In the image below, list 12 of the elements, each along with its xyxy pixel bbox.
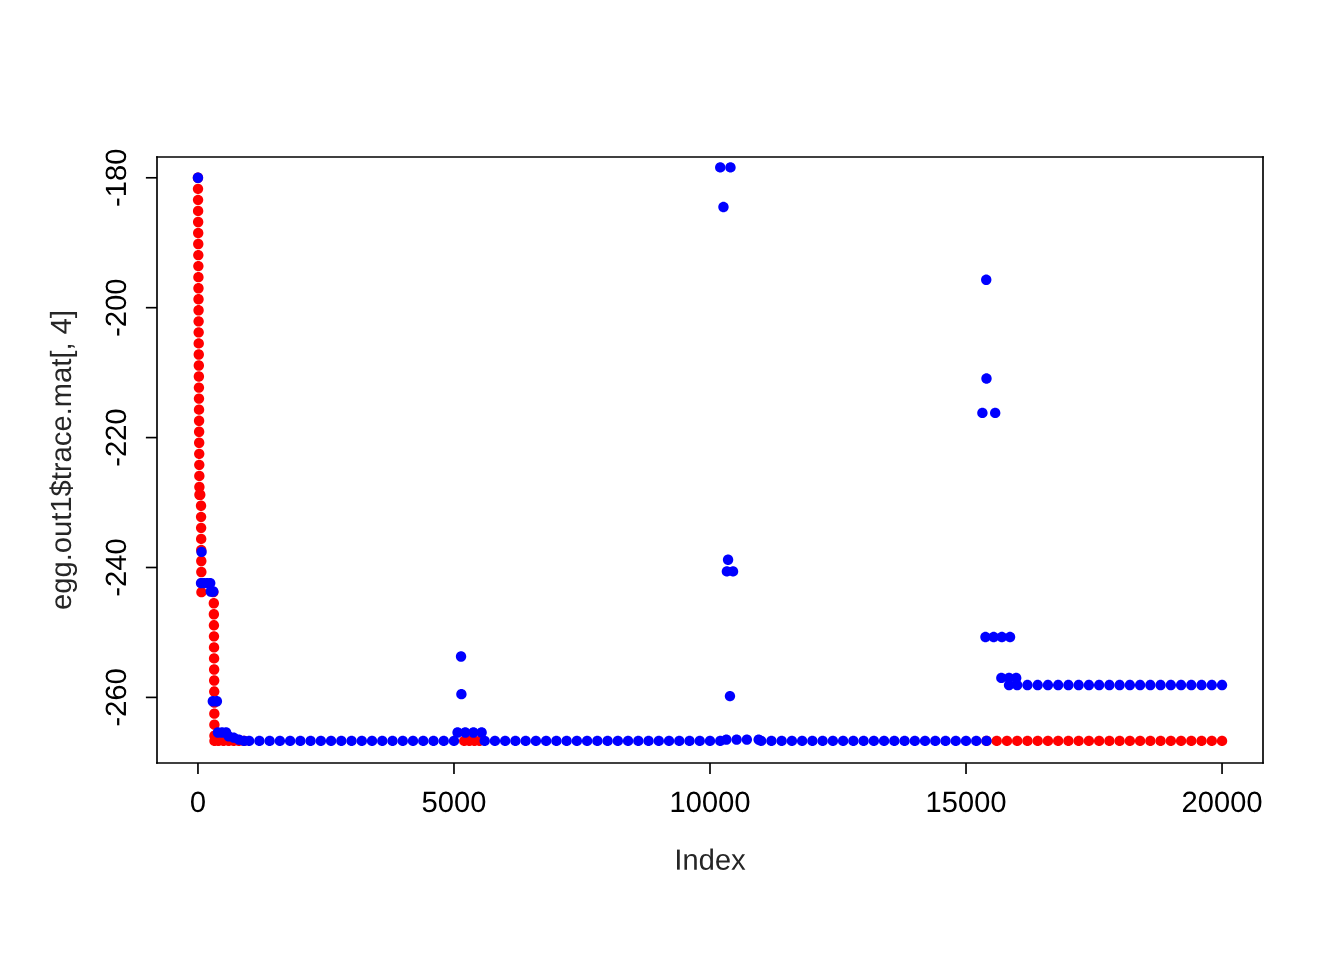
x-tick-label: 5000 <box>422 791 486 813</box>
y-tick-label: -200 <box>105 279 127 336</box>
y-tick-label: -240 <box>105 539 127 596</box>
y-tick-label: -180 <box>105 149 127 206</box>
x-tick-label: 15000 <box>927 791 1006 813</box>
x-tick-label: 0 <box>190 791 205 813</box>
x-tick-label: 10000 <box>671 791 750 813</box>
y-tick-label: -260 <box>105 669 127 726</box>
y-tick-label: -220 <box>105 409 127 466</box>
y-axis-title: egg.out1$trace.mat[, 4] <box>49 312 78 609</box>
x-tick-label: 20000 <box>1182 791 1262 813</box>
x-axis-title: Index <box>677 848 746 870</box>
